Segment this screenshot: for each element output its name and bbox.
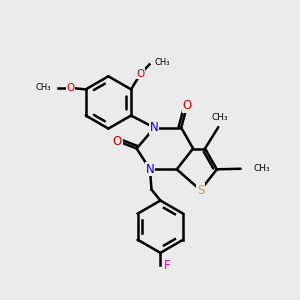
Text: CH₃: CH₃ <box>253 164 270 173</box>
Text: O: O <box>66 83 74 93</box>
Text: O: O <box>182 99 192 112</box>
Text: N: N <box>146 163 154 176</box>
Text: O: O <box>113 135 122 148</box>
Text: CH₃: CH₃ <box>155 58 170 67</box>
Text: N: N <box>150 121 159 134</box>
Text: O: O <box>136 69 145 79</box>
Text: S: S <box>197 184 204 196</box>
Text: F: F <box>164 259 170 272</box>
Text: CH₃: CH₃ <box>36 83 51 92</box>
Text: CH₃: CH₃ <box>212 113 228 122</box>
